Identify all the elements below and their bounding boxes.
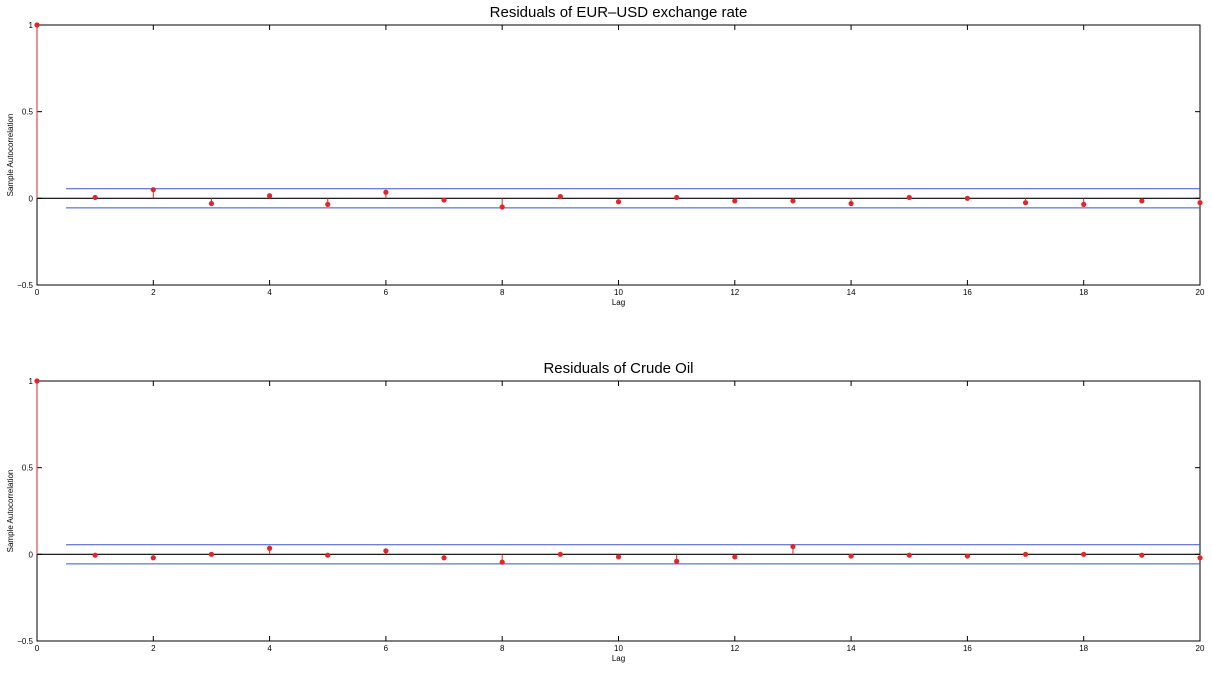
x-axis-label: Lag: [612, 298, 625, 307]
x-tick-label: 12: [730, 644, 739, 653]
stem-marker: [34, 22, 40, 28]
stem-marker: [325, 552, 331, 558]
stem-marker: [34, 378, 40, 384]
stem-marker: [557, 194, 563, 200]
y-axis-label: Sample Autocorrelation: [6, 114, 15, 197]
stem-marker: [906, 194, 912, 201]
chart-title: Residuals of EUR–USD exchange rate: [490, 4, 748, 21]
stem-marker: [790, 543, 796, 550]
x-tick-label: 0: [35, 644, 40, 653]
stem-marker: [1197, 200, 1203, 206]
x-tick-label: 18: [1079, 644, 1088, 653]
y-tick-label: −0.5: [17, 637, 33, 646]
stem-marker: [557, 551, 563, 557]
axes-box: [36, 380, 1201, 642]
stem-marker: [964, 195, 971, 201]
stem-marker: [1022, 200, 1029, 206]
stem-marker: [790, 198, 796, 204]
chart-title: Residuals of Crude Oil: [543, 360, 693, 377]
stem-marker: [615, 199, 622, 205]
x-tick-label: 2: [151, 644, 156, 653]
x-tick-label: 20: [1196, 644, 1205, 653]
stem-marker: [615, 554, 622, 560]
x-tick-label: 6: [384, 288, 389, 297]
x-tick-label: 18: [1079, 288, 1088, 297]
stem-marker: [848, 200, 854, 207]
y-tick-label: 0: [29, 194, 34, 203]
y-tick-label: 0: [29, 550, 34, 559]
x-tick-label: 4: [267, 644, 272, 653]
x-axis-label: Lag: [612, 654, 625, 663]
y-tick-label: 1: [29, 21, 34, 30]
x-tick-label: 6: [384, 644, 389, 653]
x-tick-label: 8: [500, 644, 505, 653]
stem-marker: [906, 552, 912, 558]
x-tick-label: 14: [847, 288, 856, 297]
stem-marker: [267, 193, 273, 199]
stem-marker: [674, 194, 680, 201]
stem-marker: [964, 553, 971, 559]
x-tick-label: 8: [500, 288, 505, 297]
y-tick-label: 1: [29, 377, 34, 386]
stem-marker: [208, 200, 215, 207]
stem-marker: [732, 198, 738, 204]
x-tick-label: 10: [614, 288, 623, 297]
y-axis-label: Sample Autocorrelation: [6, 470, 15, 553]
stem-marker: [1139, 552, 1145, 558]
x-tick-label: 4: [267, 288, 272, 297]
stem-marker: [267, 545, 273, 551]
stem-marker: [150, 555, 156, 561]
stem-marker: [208, 551, 215, 557]
stem-marker: [383, 189, 389, 195]
stem-marker: [1197, 555, 1203, 561]
stem-marker: [1081, 201, 1087, 207]
stem-marker: [1022, 551, 1029, 557]
stem-marker: [1139, 198, 1145, 204]
y-tick-label: −0.5: [17, 281, 33, 290]
y-tick-label: 0.5: [22, 464, 34, 473]
stem-marker: [92, 552, 98, 558]
stem-marker: [499, 559, 505, 565]
stem-marker: [92, 194, 98, 201]
stem-marker: [150, 187, 156, 193]
stem-marker: [383, 548, 389, 554]
stem-marker: [325, 201, 331, 207]
stem-marker: [848, 553, 854, 559]
x-tick-label: 14: [847, 644, 856, 653]
x-tick-label: 20: [1196, 288, 1205, 297]
x-tick-label: 12: [730, 288, 739, 297]
stem-marker: [499, 204, 505, 210]
x-tick-label: 0: [35, 288, 40, 297]
stem-marker: [674, 558, 680, 564]
stem-marker: [1081, 551, 1087, 557]
x-tick-label: 16: [963, 644, 972, 653]
stem-marker: [732, 554, 738, 560]
x-tick-label: 2: [151, 288, 156, 297]
x-tick-label: 10: [614, 644, 623, 653]
stem-marker: [441, 555, 447, 561]
x-tick-label: 16: [963, 288, 972, 297]
axes-box: [36, 24, 1201, 286]
y-tick-label: 0.5: [22, 108, 34, 117]
stem-marker: [441, 197, 447, 203]
